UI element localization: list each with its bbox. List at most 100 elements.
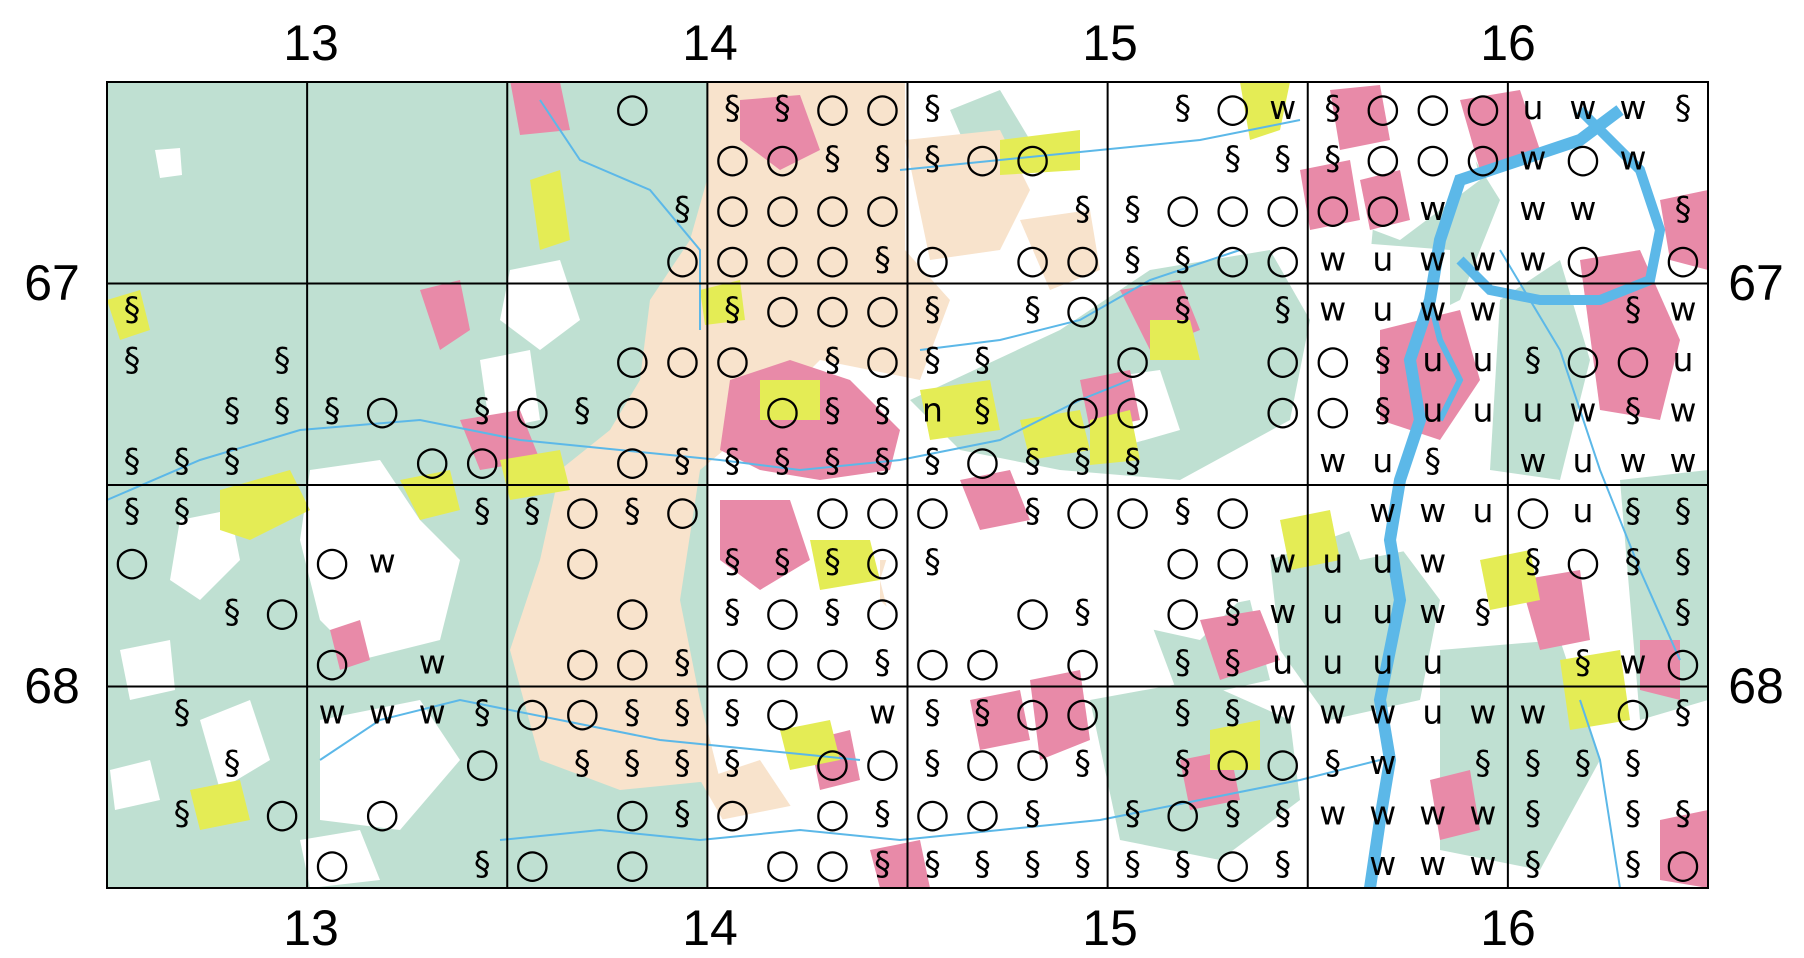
section-symbol: § [474,693,491,732]
section-symbol: § [924,340,941,379]
circle-symbol: ○ [765,287,800,333]
section-symbol: § [174,693,191,732]
section-symbol: § [1274,793,1291,832]
section-symbol: § [324,390,341,429]
circle-symbol: ○ [1115,488,1150,534]
section-symbol: § [1224,693,1241,732]
circle-symbol: ○ [465,438,500,484]
circle-symbol: ○ [1015,589,1050,635]
circle-symbol: ○ [1065,287,1100,333]
circle-symbol: ○ [615,639,650,685]
section-symbol: § [624,743,641,782]
w-symbol: w [1419,491,1446,530]
circle-symbol: ○ [1565,539,1600,585]
section-symbol: § [274,340,291,379]
w-symbol: w [1519,239,1546,278]
circle-symbol: ○ [1015,690,1050,736]
section-symbol: § [874,239,891,278]
w-symbol: w [1319,239,1346,278]
w-symbol: w [1419,592,1446,631]
w-symbol: w [1569,88,1596,127]
section-symbol: § [1124,793,1141,832]
circle-symbol: ○ [1215,186,1250,232]
section-symbol: § [1475,743,1492,782]
axis-labels: 13 14 15 16 13 14 15 16 67 68 67 68 [24,15,1784,956]
circle-symbol: ○ [1015,236,1050,282]
circle-symbol: ○ [765,186,800,232]
section-symbol: § [1625,743,1642,782]
circle-symbol: ○ [1565,136,1600,182]
section-symbol: § [1274,290,1291,329]
circle-symbol: ○ [115,539,150,585]
circle-symbol: ○ [565,539,600,585]
w-symbol: w [1469,844,1496,883]
section-symbol: § [1675,693,1692,732]
circle-symbol: ○ [965,639,1000,685]
circle-symbol: ○ [465,740,500,786]
circle-symbol: ○ [615,387,650,433]
section-symbol: § [1425,441,1442,480]
section-symbol: § [1224,592,1241,631]
w-symbol: w [1319,693,1346,732]
section-symbol: § [924,441,941,480]
u-symbol: u [1422,340,1443,379]
section-symbol: § [1525,542,1542,581]
section-symbol: § [1074,441,1091,480]
section-symbol: § [824,340,841,379]
section-symbol: § [1525,844,1542,883]
circle-symbol: ○ [365,387,400,433]
section-symbol: § [674,189,691,228]
circle-symbol: ○ [915,488,950,534]
bottom-label-15: 15 [1082,900,1138,956]
section-symbol: § [1625,491,1642,530]
circle-symbol: ○ [965,438,1000,484]
w-symbol: w [369,693,396,732]
section-symbol: § [724,542,741,581]
w-symbol: w [1670,441,1697,480]
section-symbol: § [1124,189,1141,228]
section-symbol: § [1274,139,1291,178]
circle-symbol: ○ [1265,337,1300,383]
circle-symbol: ○ [765,589,800,635]
section-symbol: § [774,542,791,581]
top-label-16: 16 [1480,15,1536,71]
symbol-layer: ○ § § ○ ○ § § ○ w § ○ ○ ○ u w w §○ ○ § § § ○ ○ § § § ○ ○ ○ w ○ w§ ○ ○ ○ ○ § §… [115,85,1701,887]
section-symbol: § [924,693,941,732]
section-symbol: § [1675,592,1692,631]
w-symbol: w [419,642,446,681]
circle-symbol: ○ [715,790,750,836]
section-symbol: § [1124,239,1141,278]
w-symbol: w [1620,139,1647,178]
circle-symbol: ○ [865,287,900,333]
u-symbol: u [1372,239,1393,278]
section-symbol: § [524,491,541,530]
w-symbol: w [1419,239,1446,278]
u-symbol: u [1422,693,1443,732]
section-symbol: § [774,88,791,127]
section-symbol: § [674,693,691,732]
section-symbol: § [174,793,191,832]
circle-symbol: ○ [665,337,700,383]
w-symbol: w [1319,290,1346,329]
circle-symbol: ○ [265,790,300,836]
w-symbol: w [1569,390,1596,429]
section-symbol: § [124,441,141,480]
circle-symbol: ○ [865,337,900,383]
circle-symbol: ○ [1215,488,1250,534]
section-symbol: § [224,743,241,782]
section-symbol: § [724,743,741,782]
circle-symbol: ○ [715,136,750,182]
circle-symbol: ○ [1465,85,1500,131]
u-symbol: u [1272,642,1293,681]
u-symbol: u [1522,88,1543,127]
section-symbol: § [1625,290,1642,329]
circle-symbol: ○ [615,841,650,887]
section-symbol: § [1325,743,1342,782]
section-symbol: § [1174,844,1191,883]
w-symbol: w [1419,542,1446,581]
circle-symbol: ○ [765,136,800,182]
u-symbol: u [1472,390,1493,429]
section-symbol: § [924,88,941,127]
circle-symbol: ○ [315,539,350,585]
w-symbol: w [1419,290,1446,329]
